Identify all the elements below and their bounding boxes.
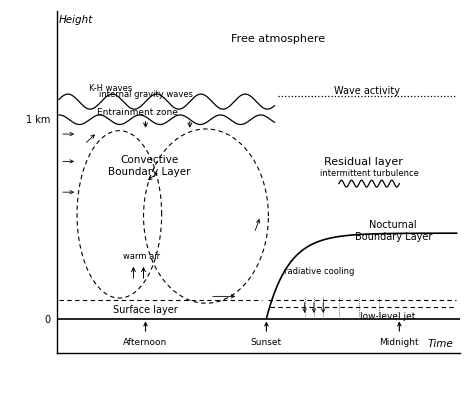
Text: 1 km: 1 km xyxy=(27,114,51,124)
Text: intermittent turbulence: intermittent turbulence xyxy=(319,168,419,177)
Text: Midnight: Midnight xyxy=(380,338,419,346)
Text: warm air: warm air xyxy=(123,251,160,260)
Text: Convective
Boundary Layer: Convective Boundary Layer xyxy=(108,155,191,176)
Text: Surface layer: Surface layer xyxy=(113,304,178,314)
Text: 0: 0 xyxy=(45,314,51,324)
Text: Wave activity: Wave activity xyxy=(334,85,400,95)
Text: Height: Height xyxy=(59,15,93,25)
Text: K-H waves: K-H waves xyxy=(89,84,132,93)
Text: Nocturnal
Boundary Layer: Nocturnal Boundary Layer xyxy=(355,219,432,241)
Text: radiative cooling: radiative cooling xyxy=(283,267,354,275)
Text: Afternoon: Afternoon xyxy=(123,338,168,346)
Text: Residual layer: Residual layer xyxy=(324,157,402,167)
Text: Entrainment zone: Entrainment zone xyxy=(97,108,178,117)
Text: internal gravity waves: internal gravity waves xyxy=(99,89,192,98)
Text: Sunset: Sunset xyxy=(251,338,282,346)
Text: low-level jet: low-level jet xyxy=(360,311,415,320)
Text: Free atmosphere: Free atmosphere xyxy=(231,34,326,44)
Text: Time: Time xyxy=(428,338,454,348)
